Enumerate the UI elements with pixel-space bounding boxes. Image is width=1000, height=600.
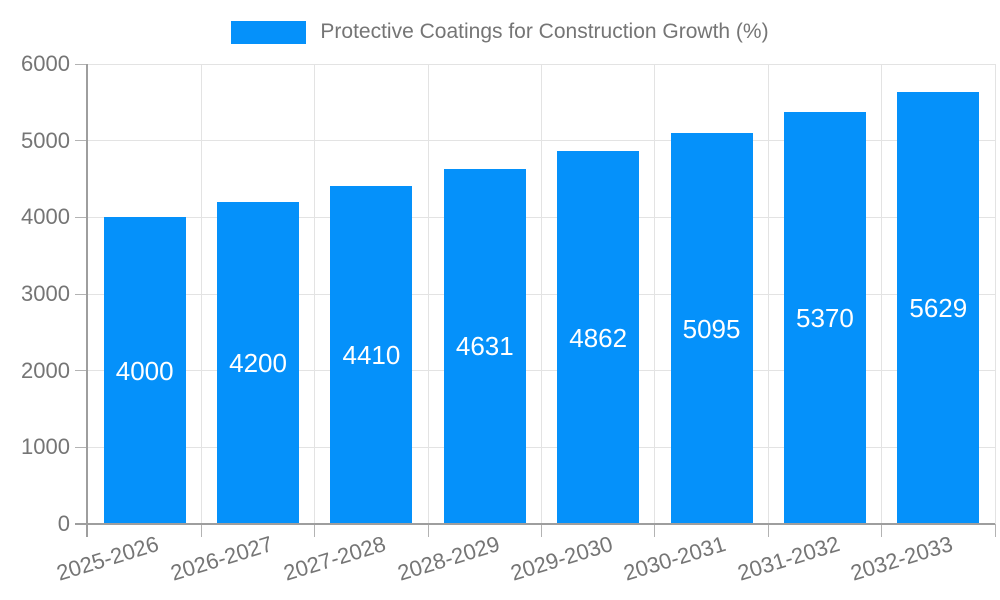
bar: 4410 <box>330 185 413 524</box>
gridline-v <box>654 64 656 524</box>
x-tick-label: 2032-2033 <box>847 531 956 586</box>
y-tick-label: 5000 <box>21 127 70 153</box>
bar: 5370 <box>783 112 866 524</box>
legend-swatch <box>231 20 307 44</box>
gridline-v <box>767 64 769 524</box>
x-axis-line <box>75 523 995 525</box>
bar-value-label: 5370 <box>796 303 854 334</box>
legend: Protective Coatings for Construction Gro… <box>0 20 1000 44</box>
bar: 4631 <box>443 168 526 524</box>
bar-value-label: 5095 <box>682 313 741 344</box>
x-tick-label: 2026-2027 <box>167 531 276 586</box>
x-tick <box>654 524 656 537</box>
y-tick <box>75 63 88 65</box>
x-tick <box>427 524 429 537</box>
x-tick-label: 2027-2028 <box>280 531 389 586</box>
x-tick-label: 2031-2032 <box>734 531 843 586</box>
bar-value-label: 4000 <box>115 355 174 386</box>
y-tick <box>75 216 88 218</box>
bar: 4200 <box>217 202 300 524</box>
y-tick <box>75 293 88 295</box>
x-tick-label: 2025-2026 <box>54 531 162 586</box>
y-tick-label: 2000 <box>21 357 70 383</box>
x-tick <box>994 524 996 537</box>
x-tick <box>767 524 769 537</box>
bar: 5095 <box>670 133 753 524</box>
y-tick-label: 3000 <box>21 281 70 306</box>
y-tick <box>75 446 88 448</box>
bar-value-label: 5629 <box>909 293 968 324</box>
x-tick <box>541 524 542 537</box>
bar: 4000 <box>103 217 186 524</box>
bar-value-label: 4200 <box>229 348 287 378</box>
gridline-v <box>541 64 542 524</box>
x-tick <box>881 524 883 537</box>
gridline-v <box>200 64 202 524</box>
bar: 4862 <box>557 151 640 524</box>
y-tick-label: 6000 <box>21 51 70 76</box>
y-tick <box>75 140 88 142</box>
gridline-v <box>427 64 429 524</box>
plot-area: 4000 4200 4410 4631 4862 5095 5370 5629 <box>75 63 996 537</box>
gridline-v <box>994 64 996 524</box>
bar-value-label: 4631 <box>455 331 514 362</box>
gridline-v <box>881 64 883 524</box>
bar-value-label: 4410 <box>342 339 401 370</box>
gridline-v <box>314 64 316 524</box>
legend-title: Protective Coatings for Construction Gro… <box>320 20 769 43</box>
y-tick-label: 0 <box>57 511 70 536</box>
x-tick-label: 2028-2029 <box>394 531 503 586</box>
bar: 5629 <box>897 92 980 524</box>
x-tick-label: 2029-2030 <box>507 531 616 586</box>
y-tick-label: 4000 <box>21 204 70 230</box>
y-tick <box>75 370 88 372</box>
x-tick <box>200 524 202 537</box>
y-tick-label: 1000 <box>21 434 70 460</box>
x-tick-label: 2030-2031 <box>620 531 729 586</box>
x-tick <box>314 524 316 537</box>
y-axis-line <box>86 64 88 537</box>
bar-value-label: 4862 <box>569 322 628 353</box>
